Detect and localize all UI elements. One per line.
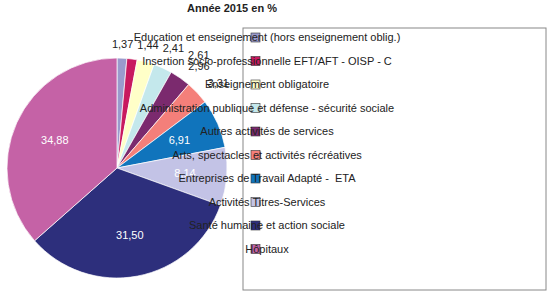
svg-text:Enseignement obligatoire: Enseignement obligatoire <box>205 78 329 90</box>
svg-text:Entreprises de Travail Adapté: Entreprises de Travail Adapté - ETA <box>178 172 356 184</box>
svg-text:Santé humaine et action social: Santé humaine et action sociale <box>189 219 345 231</box>
svg-text:Education et enseignement (hor: Education et enseignement (hors enseigne… <box>134 31 401 43</box>
svg-text:Activités Titres-Services: Activités Titres-Services <box>209 196 326 208</box>
svg-text:Autres activités de services: Autres activités de services <box>200 125 334 137</box>
svg-text:Administration publique et déf: Administration publique et défense - séc… <box>140 102 394 114</box>
svg-text:1,37: 1,37 <box>112 38 133 50</box>
svg-text:31,50: 31,50 <box>116 229 144 241</box>
svg-text:Arts, spectacles et activités: Arts, spectacles et activités récréative… <box>172 149 362 161</box>
svg-text:Insertion socio-professionnell: Insertion socio-professionnelle EFT/AFT … <box>142 55 392 67</box>
svg-text:2,41: 2,41 <box>163 42 184 54</box>
svg-text:Année 2015 en %: Année 2015 en % <box>187 2 277 14</box>
svg-text:34,88: 34,88 <box>41 134 69 146</box>
svg-text:1,44: 1,44 <box>137 39 159 51</box>
svg-text:Hôpitaux: Hôpitaux <box>245 243 289 255</box>
svg-text:6,91: 6,91 <box>169 134 190 146</box>
